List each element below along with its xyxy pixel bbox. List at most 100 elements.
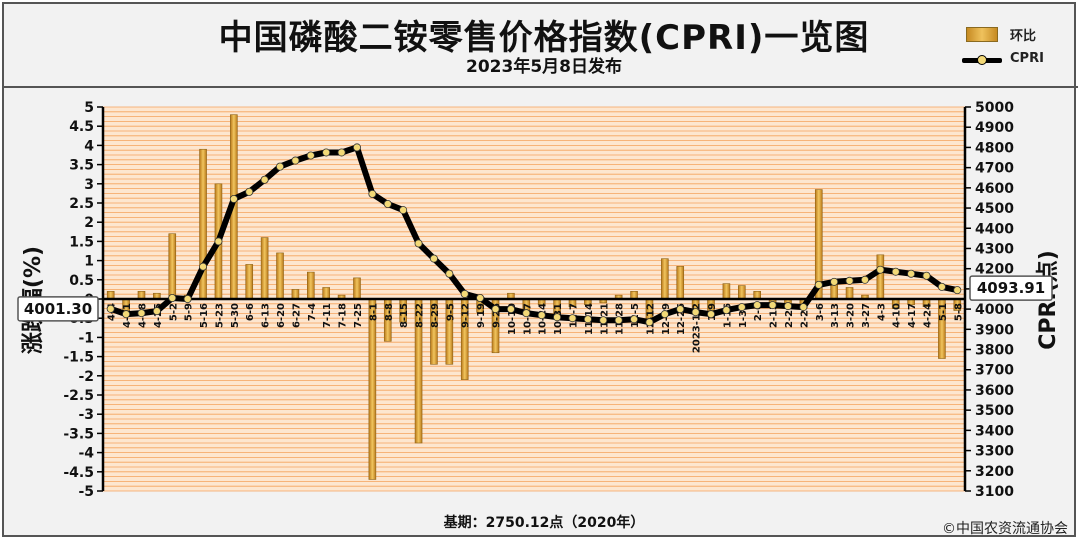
bar bbox=[368, 298, 377, 480]
left-tick-label: -4 bbox=[78, 446, 94, 462]
category-label: 12-19 bbox=[661, 303, 672, 335]
category-label: 5-8 bbox=[953, 303, 964, 321]
bar bbox=[722, 283, 731, 300]
category-label: 12-26 bbox=[676, 303, 687, 335]
cpri-point bbox=[922, 271, 931, 280]
cpri-point bbox=[337, 148, 346, 157]
cpri-point bbox=[783, 302, 792, 311]
category-label: 5-23 bbox=[214, 303, 225, 328]
category-label: 5-9 bbox=[184, 303, 195, 321]
cpri-point bbox=[768, 301, 777, 310]
legend: 环比 CPRI bbox=[962, 24, 1072, 74]
bar bbox=[661, 258, 669, 300]
chart-subtitle: 2023年5月8日发布 bbox=[466, 57, 622, 77]
left-tick-label: -3.5 bbox=[63, 426, 94, 442]
category-label: 3-20 bbox=[846, 303, 857, 328]
category-label: 7-18 bbox=[338, 303, 349, 328]
cpri-point bbox=[583, 315, 592, 324]
cpri-point bbox=[245, 187, 254, 196]
cpri-point bbox=[491, 305, 500, 314]
right-tick-label: 3300 bbox=[975, 444, 1014, 460]
category-label: 9-12 bbox=[461, 303, 472, 328]
bar bbox=[353, 277, 361, 300]
cpri-point bbox=[845, 276, 854, 285]
right-tick-label: 4700 bbox=[975, 161, 1014, 177]
cpri-point bbox=[199, 262, 208, 271]
category-label: 7-11 bbox=[322, 303, 333, 328]
category-label: 9-5 bbox=[445, 303, 456, 321]
category-label: 5-1 bbox=[938, 303, 949, 321]
cpri-point bbox=[229, 194, 238, 203]
last-value-label-box bbox=[969, 275, 1053, 301]
cpri-point bbox=[106, 304, 115, 313]
cpri-point bbox=[183, 294, 192, 303]
cpri-point bbox=[399, 206, 408, 215]
chart-header: 中国磷酸二铵零售价格指数(CPRI)一览图 2023年5月8日发布 环比 CPR… bbox=[4, 4, 1078, 86]
category-label: 5-30 bbox=[230, 303, 241, 328]
cpri-point bbox=[137, 309, 146, 318]
bar bbox=[260, 237, 269, 300]
cpri-point bbox=[830, 277, 839, 286]
cpri-point bbox=[445, 269, 454, 278]
cpri-point bbox=[368, 189, 377, 198]
cpri-point bbox=[522, 309, 531, 318]
bar bbox=[876, 254, 885, 300]
category-label: 2-6 bbox=[753, 303, 764, 321]
cpri-point bbox=[537, 311, 546, 320]
bar bbox=[307, 271, 315, 300]
cpri-point bbox=[660, 310, 669, 319]
category-label: 5-2 bbox=[168, 303, 179, 321]
category-label: 5-16 bbox=[199, 303, 210, 328]
cpri-point bbox=[306, 151, 315, 160]
right-tick-label: 4900 bbox=[975, 120, 1014, 136]
left-tick-label: 5 bbox=[84, 100, 94, 116]
right-tick-label: 4500 bbox=[975, 201, 1014, 217]
right-tick-label: 3200 bbox=[975, 464, 1014, 480]
category-label: 7-4 bbox=[307, 303, 318, 321]
left-tick-label: 3.5 bbox=[69, 158, 94, 174]
category-label: 10-10 bbox=[507, 303, 518, 335]
cpri-point bbox=[614, 316, 623, 325]
legend-line-marker bbox=[977, 55, 987, 65]
bar bbox=[276, 252, 284, 300]
category-label: 3-13 bbox=[830, 303, 841, 328]
cpri-point bbox=[953, 286, 962, 295]
left-tick-label: -2 bbox=[78, 369, 94, 385]
bar bbox=[168, 233, 177, 300]
cpri-point bbox=[476, 293, 485, 302]
last-value-label: 4093.91 bbox=[977, 279, 1045, 297]
cpri-point bbox=[291, 156, 300, 165]
cpri-point bbox=[630, 315, 639, 324]
left-tick-label: -1 bbox=[78, 330, 94, 346]
right-tick-label: 3400 bbox=[975, 423, 1014, 439]
category-label: 12-5 bbox=[630, 303, 641, 328]
cpri-point bbox=[506, 305, 515, 314]
cpri-point bbox=[352, 143, 361, 152]
cpri-point bbox=[383, 200, 392, 209]
category-label: 4-3 bbox=[876, 303, 887, 321]
category-label: 4-10 bbox=[892, 303, 903, 328]
cpri-point bbox=[799, 303, 808, 312]
right-tick-label: 4300 bbox=[975, 241, 1014, 257]
category-label: 2023-1-2 bbox=[692, 303, 703, 353]
left-tick-label: 1.5 bbox=[69, 234, 94, 250]
category-label: 8-1 bbox=[368, 303, 379, 321]
category-label: 1-30 bbox=[738, 303, 749, 328]
cpri-point bbox=[168, 293, 177, 302]
cpri-point bbox=[937, 282, 946, 291]
left-tick-label: 2.5 bbox=[69, 196, 94, 212]
legend-line-label: CPRI bbox=[1010, 51, 1044, 66]
right-tick-label: 4000 bbox=[975, 302, 1014, 318]
cpri-point bbox=[645, 318, 654, 327]
cpri-point bbox=[691, 308, 700, 317]
right-tick-label: 3700 bbox=[975, 363, 1014, 379]
cpri-point bbox=[707, 310, 716, 319]
category-label: 7-25 bbox=[353, 303, 364, 328]
left-tick-label: 3 bbox=[84, 177, 94, 193]
category-label: 4-25 bbox=[153, 303, 164, 328]
left-tick-label: -4.5 bbox=[63, 465, 94, 481]
cpri-point bbox=[599, 316, 608, 325]
bar bbox=[322, 287, 330, 300]
left-tick-label: -1.5 bbox=[63, 350, 94, 366]
